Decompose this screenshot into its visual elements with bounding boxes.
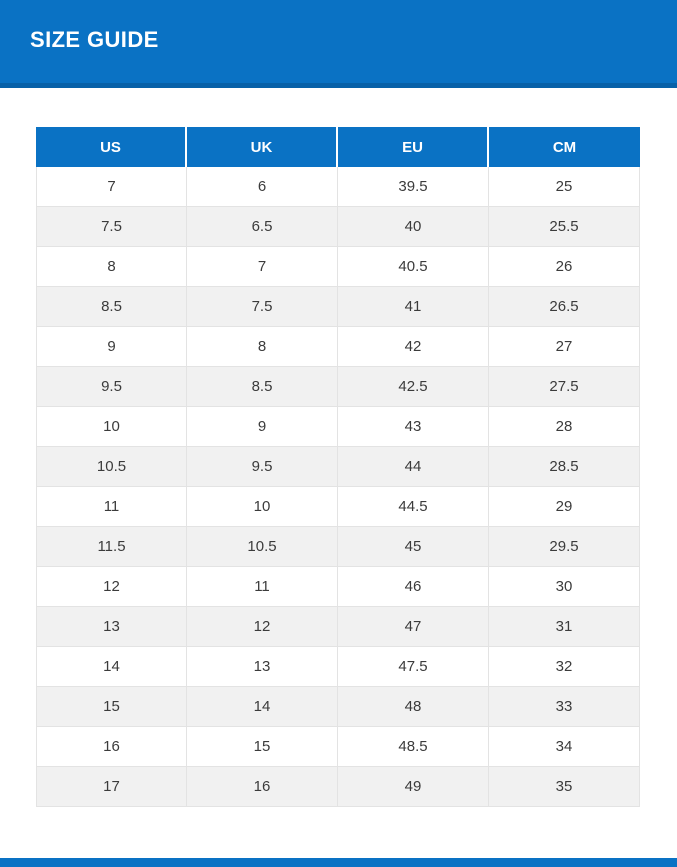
size-cell: 25.5 (489, 207, 640, 247)
size-cell: 32 (489, 647, 640, 687)
size-row: 9 8 42 27 (36, 327, 640, 367)
size-cell: 48.5 (338, 727, 489, 767)
page-title: SIZE GUIDE (30, 27, 159, 52)
size-cell: 8 (187, 327, 338, 367)
size-cell: 14 (36, 647, 187, 687)
size-cell: 8.5 (36, 287, 187, 327)
size-row: 13 12 47 31 (36, 607, 640, 647)
size-row: 11.5 10.5 45 29.5 (36, 527, 640, 567)
size-row: 7.5 6.5 40 25.5 (36, 207, 640, 247)
size-cell: 42.5 (338, 367, 489, 407)
size-cell: 10 (36, 407, 187, 447)
size-cell: 10 (187, 487, 338, 527)
size-cell: 7.5 (36, 207, 187, 247)
size-cell: 47.5 (338, 647, 489, 687)
size-guide-header: SIZE GUIDE (0, 0, 677, 88)
footer-accent-bar (0, 858, 677, 867)
size-cell: 48 (338, 687, 489, 727)
size-row: 12 11 46 30 (36, 567, 640, 607)
size-row: 10 9 43 28 (36, 407, 640, 447)
size-cell: 7.5 (187, 287, 338, 327)
size-row: 11 10 44.5 29 (36, 487, 640, 527)
size-cell: 8.5 (187, 367, 338, 407)
size-cell: 6 (187, 167, 338, 207)
size-cell: 11 (187, 567, 338, 607)
column-header-eu: EU (338, 127, 489, 167)
size-row: 10.5 9.5 44 28.5 (36, 447, 640, 487)
size-cell: 44 (338, 447, 489, 487)
size-cell: 10.5 (36, 447, 187, 487)
size-guide-body: US UK EU CM 7 6 39.5 25 7.5 6.5 40 25.5 8 7 40.5 26 8.5… (0, 88, 677, 807)
size-cell: 16 (187, 767, 338, 807)
size-cell: 12 (36, 567, 187, 607)
size-cell: 40 (338, 207, 489, 247)
size-table-body: 7 6 39.5 25 7.5 6.5 40 25.5 8 7 40.5 26 8.5 7.5 41 26.5… (36, 167, 640, 807)
size-cell: 31 (489, 607, 640, 647)
column-header-uk: UK (187, 127, 338, 167)
size-cell: 8 (36, 247, 187, 287)
column-header-us: US (36, 127, 187, 167)
size-cell: 29 (489, 487, 640, 527)
size-table: US UK EU CM 7 6 39.5 25 7.5 6.5 40 25.5 8 7 40.5 26 8.5… (36, 127, 640, 807)
size-cell: 9.5 (36, 367, 187, 407)
size-cell: 9.5 (187, 447, 338, 487)
size-cell: 11.5 (36, 527, 187, 567)
size-cell: 15 (36, 687, 187, 727)
size-row: 8.5 7.5 41 26.5 (36, 287, 640, 327)
size-table-header-row: US UK EU CM (36, 127, 640, 167)
size-cell: 7 (36, 167, 187, 207)
size-cell: 6.5 (187, 207, 338, 247)
size-cell: 7 (187, 247, 338, 287)
size-cell: 9 (36, 327, 187, 367)
size-cell: 30 (489, 567, 640, 607)
size-row: 14 13 47.5 32 (36, 647, 640, 687)
size-cell: 33 (489, 687, 640, 727)
size-cell: 11 (36, 487, 187, 527)
size-cell: 35 (489, 767, 640, 807)
size-cell: 34 (489, 727, 640, 767)
size-cell: 49 (338, 767, 489, 807)
size-cell: 44.5 (338, 487, 489, 527)
size-row: 16 15 48.5 34 (36, 727, 640, 767)
size-row: 15 14 48 33 (36, 687, 640, 727)
size-cell: 17 (36, 767, 187, 807)
size-cell: 14 (187, 687, 338, 727)
size-cell: 45 (338, 527, 489, 567)
size-cell: 13 (36, 607, 187, 647)
size-cell: 41 (338, 287, 489, 327)
size-row: 17 16 49 35 (36, 767, 640, 807)
size-cell: 13 (187, 647, 338, 687)
size-row: 8 7 40.5 26 (36, 247, 640, 287)
size-row: 9.5 8.5 42.5 27.5 (36, 367, 640, 407)
size-cell: 28.5 (489, 447, 640, 487)
size-cell: 47 (338, 607, 489, 647)
size-cell: 26 (489, 247, 640, 287)
size-cell: 42 (338, 327, 489, 367)
size-cell: 25 (489, 167, 640, 207)
size-cell: 27.5 (489, 367, 640, 407)
size-cell: 27 (489, 327, 640, 367)
size-cell: 29.5 (489, 527, 640, 567)
size-cell: 16 (36, 727, 187, 767)
size-cell: 12 (187, 607, 338, 647)
size-cell: 40.5 (338, 247, 489, 287)
size-cell: 46 (338, 567, 489, 607)
size-cell: 9 (187, 407, 338, 447)
size-cell: 39.5 (338, 167, 489, 207)
size-cell: 43 (338, 407, 489, 447)
size-cell: 10.5 (187, 527, 338, 567)
size-cell: 28 (489, 407, 640, 447)
size-cell: 26.5 (489, 287, 640, 327)
size-cell: 15 (187, 727, 338, 767)
size-row: 7 6 39.5 25 (36, 167, 640, 207)
column-header-cm: CM (489, 127, 640, 167)
